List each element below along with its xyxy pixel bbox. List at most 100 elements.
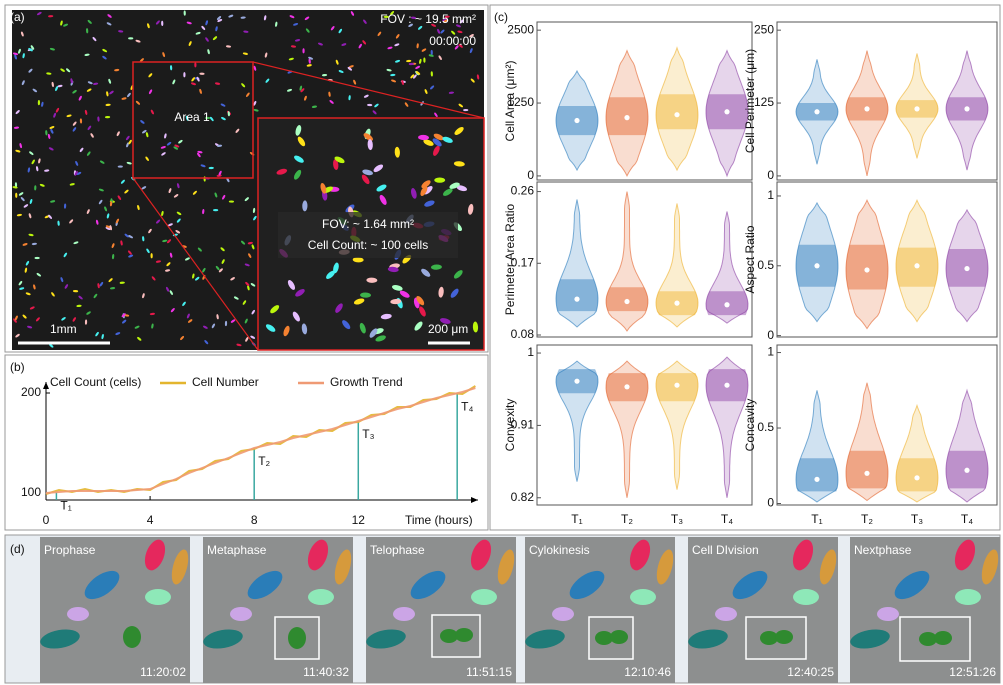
y-tick-label: 0.5 [757,420,774,434]
y-axis-label: Concavity [743,399,757,452]
scale-label: 200 μm [428,322,468,336]
median-dot [914,263,919,268]
median-dot [864,471,869,476]
median-dot [624,299,629,304]
y-tick-label: 0.08 [511,327,535,341]
series-line [46,386,475,494]
phase-label: Nextphase [854,543,912,557]
x-tick-label: T₂ [861,512,873,526]
phase-label: Metaphase [207,543,267,557]
legend-label: Cell Number [192,375,259,389]
cell [35,257,40,259]
y-tick-label: 0 [767,168,774,182]
x-tick-label: 8 [251,513,258,527]
median-dot [814,109,819,114]
marker-label: T₄ [461,399,473,413]
y-axis-label: Convexity [503,399,517,452]
x-tick-label: T₁ [571,512,582,526]
cell [15,193,17,198]
cell [955,589,981,605]
median-dot [864,106,869,111]
time-label: 00:00:00 [429,34,476,48]
x-tick-label: 12 [352,513,366,527]
violin-iqr [846,451,888,489]
violin-iqr [556,279,598,311]
median-dot [624,384,629,389]
page: {"panel_labels": ["(a)", "(b)", "(c)", "… [0,0,1003,685]
violin-iqr [896,458,938,491]
y-axis-label: Cell Count (cells) [50,375,141,389]
area-label: Area 1 [174,110,210,124]
median-dot [724,109,729,114]
median-dot [724,383,729,388]
axis-arrow [43,382,49,389]
phase-label: Prophase [44,543,96,557]
fov-label: FOV : ~ 19.5 mm² [380,12,476,26]
series-line [46,388,475,493]
y-tick-label: 1 [767,345,774,359]
marker-label: T₃ [362,427,374,441]
median-dot [864,267,869,272]
panel-label: (d) [10,542,25,556]
y-tick-label: 0 [527,168,534,182]
cell [552,607,574,621]
time-label: 11:40:32 [303,665,349,679]
cell [302,48,304,53]
cell-image [203,537,353,683]
cell-count: Cell Count: ~ 100 cells [308,238,428,252]
phase-label: Cylokinesis [529,543,590,557]
cell [471,589,497,605]
cell [145,589,171,605]
violin-iqr [656,94,698,129]
median-dot [674,301,679,306]
x-tick-label: T₃ [911,512,923,526]
panel-label: (c) [494,10,508,24]
median-dot [814,477,819,482]
cell [630,589,656,605]
inset-fov: FOV: ~ 1.64 mm² [322,217,414,231]
time-label: 12:51:26 [949,665,996,679]
median-dot [574,379,579,384]
x-axis-label: Time (hours) [405,513,473,527]
cell [715,607,737,621]
cell [775,630,793,644]
x-tick-label: T₃ [671,512,683,526]
cell [67,607,89,621]
y-tick-label: 100 [21,485,41,499]
y-tick-label: 250 [754,22,774,36]
median-dot [914,106,919,111]
y-tick-label: 0.82 [511,490,535,504]
x-tick-label: T₂ [621,512,633,526]
y-tick-label: 0.5 [757,258,774,272]
x-tick-label: 0 [43,513,50,527]
cell [455,628,473,642]
cell [123,626,141,648]
x-tick-label: T₄ [961,512,973,526]
y-tick-label: 2500 [507,22,534,36]
median-dot [624,115,629,120]
x-tick-label: T₁ [811,512,822,526]
median-dot [964,266,969,271]
cell [877,607,899,621]
cell [230,607,252,621]
legend-label: Growth Trend [330,375,403,389]
median-dot [724,302,729,307]
cell-image [525,537,675,683]
median-dot [574,118,579,123]
y-tick-label: 0 [767,496,774,510]
cell [393,607,415,621]
median-dot [964,468,969,473]
y-tick-label: 0 [767,328,774,342]
axis-arrow [471,497,478,503]
x-tick-label: T₄ [721,512,733,526]
panel-label: (b) [10,360,25,374]
cell [288,627,306,649]
figure: (a) FOV : ~ 19.5 mm² 00:00:00 Area 1 FOV… [0,0,1003,685]
y-axis-label: Aspect Ratio [743,225,757,293]
violin-iqr [796,458,838,491]
x-tick-label: 4 [147,513,154,527]
cell-image [40,537,190,683]
y-tick-label: 200 [21,385,41,399]
median-dot [574,297,579,302]
phase-label: Telophase [370,543,425,557]
